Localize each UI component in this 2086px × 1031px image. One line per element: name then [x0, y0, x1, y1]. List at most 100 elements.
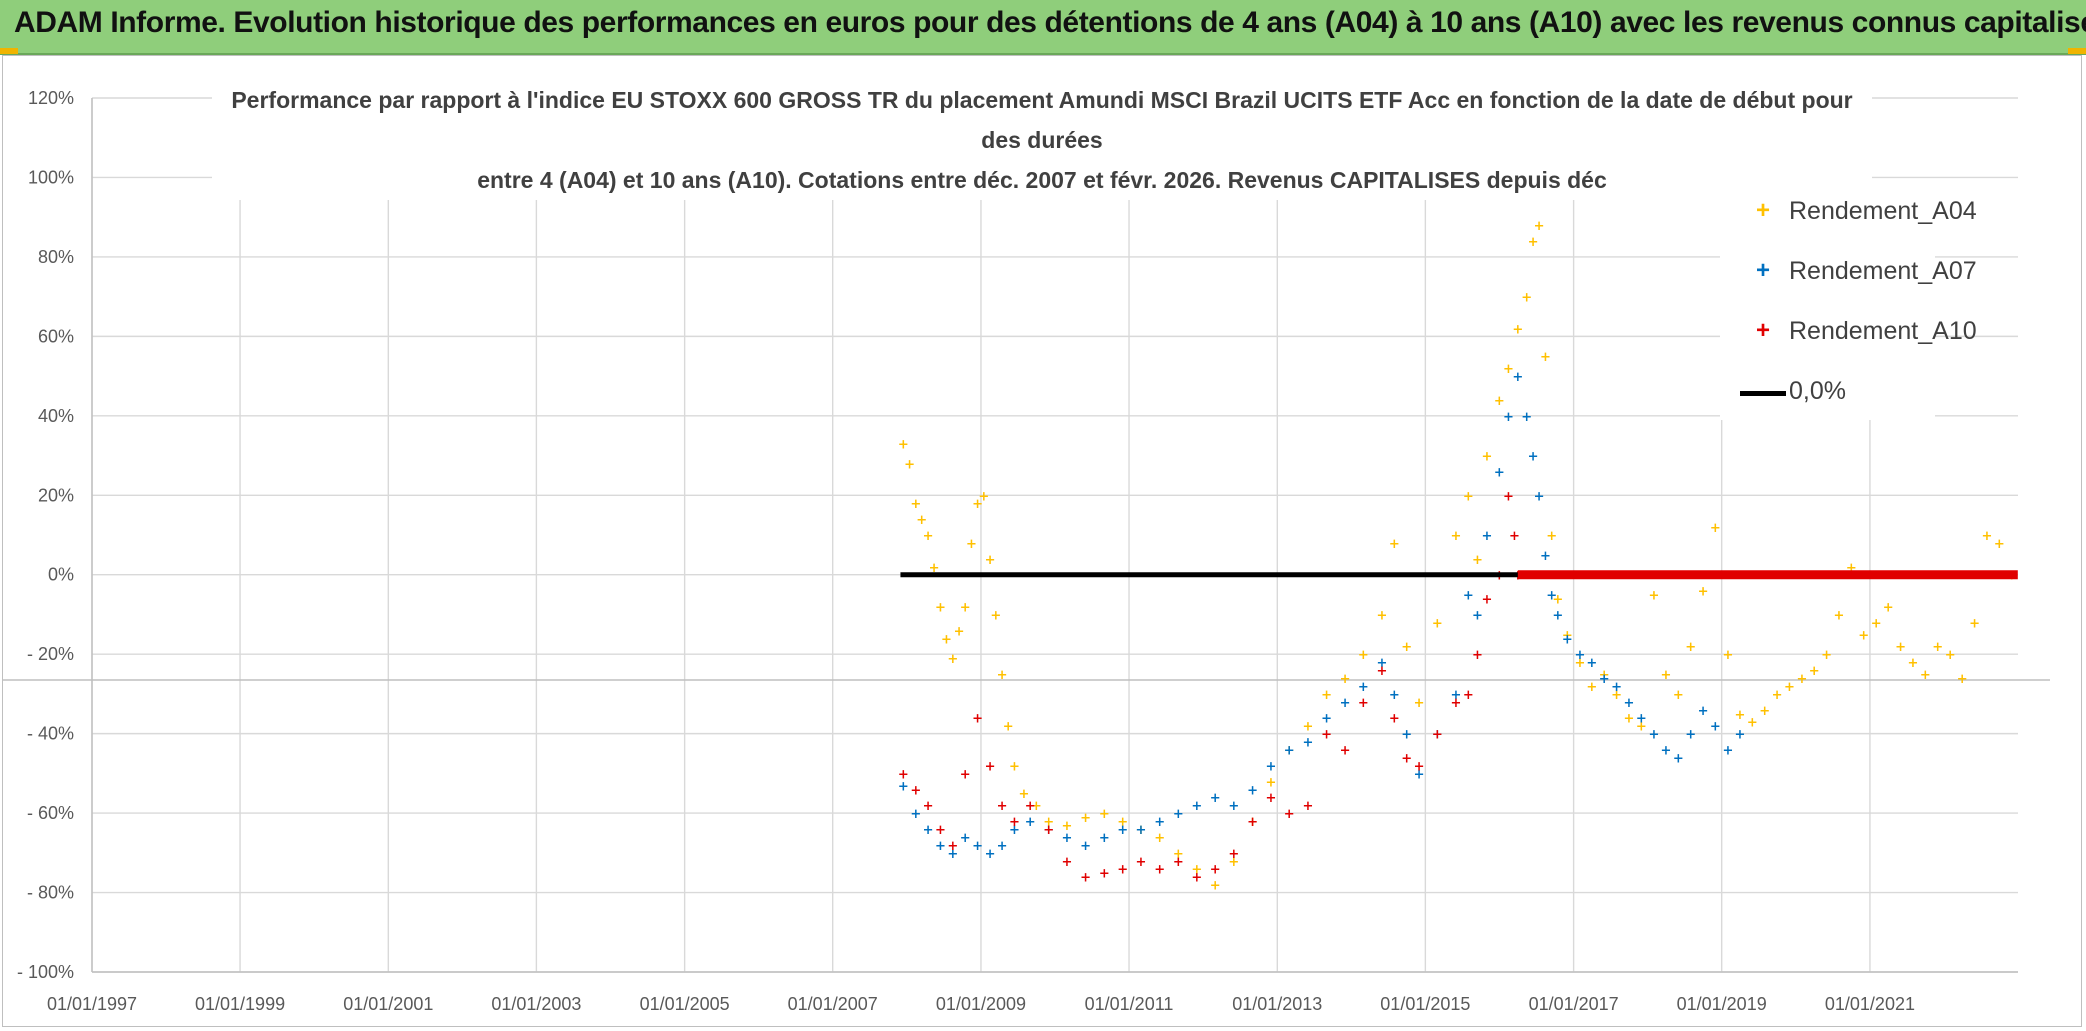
- point-a07: +: [1432, 728, 1443, 743]
- banner-corner-left: [0, 48, 18, 54]
- point-a07: +: [910, 807, 921, 822]
- point-a04: +: [1521, 291, 1532, 306]
- point-a04: +: [1117, 815, 1128, 830]
- point-a04: +: [1528, 235, 1539, 250]
- point-a04: +: [1009, 759, 1020, 774]
- point-a04: +: [997, 668, 1008, 683]
- point-a07: +: [1648, 728, 1659, 743]
- x-tick-label: 01/01/2005: [640, 994, 730, 1014]
- point-a04: +: [1821, 648, 1832, 663]
- point-a04: +: [1376, 608, 1387, 623]
- point-a04: +: [916, 513, 927, 528]
- point-a10: +: [898, 767, 909, 782]
- point-a04: +: [978, 489, 989, 504]
- point-a10: +: [923, 799, 934, 814]
- legend-label-a07: Rendement_A07: [1789, 257, 1977, 285]
- point-a07: +: [1660, 744, 1671, 759]
- point-a10: +: [1154, 863, 1165, 878]
- point-a10: +: [1228, 847, 1239, 862]
- point-a04: +: [1907, 656, 1918, 671]
- point-a04: +: [1982, 529, 1993, 544]
- point-a10: +: [1472, 648, 1483, 663]
- point-a10: +: [997, 799, 1008, 814]
- point-a07: +: [1414, 767, 1425, 782]
- data-series: ++++++++++++++++++++++ ++ ++++++++++++++++…: [898, 219, 2018, 894]
- y-tick-label: 80%: [38, 247, 74, 267]
- legend-label-a04: Rendement_A04: [1789, 197, 1977, 225]
- point-a07: +: [997, 839, 1008, 854]
- y-tick-label: - 80%: [27, 883, 74, 903]
- point-a07: +: [1546, 589, 1557, 604]
- point-a07: +: [1494, 465, 1505, 480]
- point-a04: +: [1062, 819, 1073, 834]
- point-a10: +: [1284, 807, 1295, 822]
- point-a04: +: [1920, 668, 1931, 683]
- point-a04: +: [1540, 350, 1551, 365]
- point-a07: +: [1503, 410, 1514, 425]
- point-a04: +: [1552, 593, 1563, 608]
- y-tick-label: 0%: [48, 565, 74, 585]
- point-a04: +: [1723, 648, 1734, 663]
- x-tick-label: 01/01/2013: [1232, 994, 1322, 1014]
- point-a07: +: [1009, 823, 1020, 838]
- point-a07: +: [1463, 589, 1474, 604]
- point-a04: +: [1099, 807, 1110, 822]
- point-a07: +: [972, 839, 983, 854]
- point-a07: +: [1210, 791, 1221, 806]
- x-tick-label: 01/01/2009: [936, 994, 1026, 1014]
- legend-label-a10: Rendement_A10: [1789, 317, 1977, 345]
- point-a10: +: [1401, 751, 1412, 766]
- x-tick-label: 01/01/1999: [195, 994, 285, 1014]
- chart-legend: + Rendement_A04 + Rendement_A07 + Rendem…: [1720, 186, 1977, 420]
- point-a07: +: [1534, 489, 1545, 504]
- point-a04: +: [1401, 640, 1412, 655]
- y-tick-label: 120%: [28, 88, 74, 108]
- point-a07: +: [1451, 688, 1462, 703]
- point-a04: +: [1969, 616, 1980, 631]
- point-a10: +: [1321, 728, 1332, 743]
- point-a07: +: [1284, 744, 1295, 759]
- point-a07: +: [1136, 823, 1147, 838]
- point-a04: +: [1599, 668, 1610, 683]
- point-a04: +: [929, 561, 940, 576]
- point-a04: +: [904, 457, 915, 472]
- point-a07: +: [1080, 839, 1091, 854]
- point-a07: +: [1099, 831, 1110, 846]
- point-a04: +: [1472, 553, 1483, 568]
- point-a04: +: [1759, 704, 1770, 719]
- point-a10: +: [1099, 867, 1110, 882]
- point-a10: +: [1266, 791, 1277, 806]
- point-a07: +: [1685, 728, 1696, 743]
- point-a10: +: [1451, 696, 1462, 711]
- x-tick-label: 01/01/1997: [47, 994, 137, 1014]
- legend-marker-a10: +: [1756, 317, 1771, 344]
- point-a04: +: [1648, 589, 1659, 604]
- point-a10: +: [1062, 855, 1073, 870]
- point-a07: +: [1723, 744, 1734, 759]
- point-a04: +: [1784, 680, 1795, 695]
- legend-marker-a04: +: [1756, 197, 1771, 224]
- point-a04: +: [1031, 799, 1042, 814]
- point-a04: +: [1284, 744, 1295, 759]
- point-a10: +: [972, 712, 983, 727]
- y-tick-label: 60%: [38, 326, 74, 346]
- y-tick-label: 100%: [28, 167, 74, 187]
- point-a07: +: [1191, 799, 1202, 814]
- point-a04: +: [1358, 648, 1369, 663]
- point-a04: +: [1846, 561, 1857, 576]
- point-a10: +: [947, 839, 958, 854]
- point-a04: +: [1871, 616, 1882, 631]
- point-a07: +: [923, 823, 934, 838]
- chart-frame: [2, 55, 2082, 1027]
- point-a04: +: [1809, 664, 1820, 679]
- point-a04: +: [1302, 720, 1313, 735]
- point-a04: +: [1945, 648, 1956, 663]
- point-a10: +: [1482, 593, 1493, 608]
- point-a10: +: [1463, 688, 1474, 703]
- point-a10: +: [1432, 728, 1443, 743]
- point-a04: +: [1414, 696, 1425, 711]
- point-a07: +: [1599, 672, 1610, 687]
- x-tick-label: 01/01/2011: [1085, 994, 1174, 1014]
- chart-title: Performance par rapport à l'indice EU ST…: [212, 80, 1872, 200]
- legend-item-a04: + Rendement_A04: [1720, 194, 1977, 234]
